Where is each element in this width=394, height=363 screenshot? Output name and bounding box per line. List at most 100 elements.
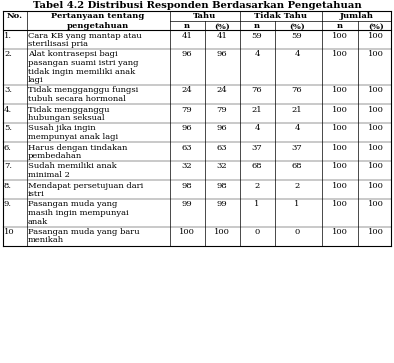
Text: Harus dengan tindakan: Harus dengan tindakan: [28, 143, 127, 151]
Text: 100: 100: [214, 228, 230, 236]
Text: 100: 100: [332, 106, 348, 114]
Text: 4.: 4.: [4, 106, 12, 114]
Text: 2: 2: [294, 182, 299, 189]
Text: 100: 100: [368, 50, 384, 58]
Text: istri: istri: [28, 190, 45, 198]
Text: 59: 59: [292, 32, 302, 40]
Text: n: n: [337, 23, 343, 30]
Text: 100: 100: [332, 50, 348, 58]
Text: Pasangan muda yang baru: Pasangan muda yang baru: [28, 228, 139, 236]
Text: n: n: [254, 23, 260, 30]
Text: 79: 79: [217, 106, 227, 114]
Text: (%): (%): [289, 23, 305, 30]
Text: 100: 100: [368, 182, 384, 189]
Text: 96: 96: [217, 50, 227, 58]
Text: No.: No.: [7, 12, 23, 20]
Text: Tidak mengganggu fungsi: Tidak mengganggu fungsi: [28, 86, 138, 94]
Text: 99: 99: [182, 200, 192, 208]
Text: 100: 100: [368, 86, 384, 94]
Text: 4: 4: [294, 50, 300, 58]
Text: 76: 76: [252, 86, 262, 94]
Text: Tahu: Tahu: [193, 12, 217, 20]
Text: 2: 2: [255, 182, 260, 189]
Text: 0: 0: [255, 228, 260, 236]
Text: 32: 32: [217, 163, 227, 171]
Text: 100: 100: [368, 143, 384, 151]
Text: 1: 1: [254, 200, 260, 208]
Text: 7.: 7.: [4, 163, 12, 171]
Text: 6.: 6.: [4, 143, 12, 151]
Text: 98: 98: [217, 182, 227, 189]
Text: Cara KB yang mantap atau: Cara KB yang mantap atau: [28, 32, 142, 40]
Text: 1.: 1.: [4, 32, 12, 40]
Text: anak: anak: [28, 217, 48, 225]
Text: 100: 100: [332, 200, 348, 208]
Text: 2.: 2.: [4, 50, 12, 58]
Text: pasangan suami istri yang: pasangan suami istri yang: [28, 59, 139, 67]
Text: 8.: 8.: [4, 182, 12, 189]
Text: pembedahan: pembedahan: [28, 152, 82, 160]
Text: 100: 100: [332, 32, 348, 40]
Text: 63: 63: [182, 143, 192, 151]
Text: minimal 2: minimal 2: [28, 171, 70, 179]
Text: tubuh secara hormonal: tubuh secara hormonal: [28, 95, 126, 103]
Text: 76: 76: [292, 86, 302, 94]
Text: (%): (%): [214, 23, 230, 30]
Text: Tidak Tahu: Tidak Tahu: [255, 12, 307, 20]
Text: Tabel 4.2 Distribusi Responden Berdasarkan Pengetahuan: Tabel 4.2 Distribusi Responden Berdasark…: [33, 1, 361, 10]
Text: Jumlah: Jumlah: [340, 12, 374, 20]
Text: 100: 100: [332, 143, 348, 151]
Text: 100: 100: [332, 228, 348, 236]
Text: lagi: lagi: [28, 76, 44, 84]
Text: 100: 100: [332, 86, 348, 94]
Text: 4: 4: [294, 125, 300, 132]
Text: 24: 24: [217, 86, 227, 94]
Text: 100: 100: [368, 228, 384, 236]
Text: tidak ingin memiliki anak: tidak ingin memiliki anak: [28, 68, 135, 76]
Text: 21: 21: [252, 106, 262, 114]
Text: 96: 96: [217, 125, 227, 132]
Text: 100: 100: [332, 163, 348, 171]
Text: hubungan seksual: hubungan seksual: [28, 114, 105, 122]
Text: 41: 41: [182, 32, 192, 40]
Text: mempunyai anak lagi: mempunyai anak lagi: [28, 133, 118, 141]
Text: Mendapat persetujuan dari: Mendapat persetujuan dari: [28, 182, 143, 189]
Text: 99: 99: [217, 200, 227, 208]
Text: Sudah memiliki anak: Sudah memiliki anak: [28, 163, 117, 171]
Text: 4: 4: [254, 125, 260, 132]
Text: Pasangan muda yang: Pasangan muda yang: [28, 200, 117, 208]
Text: 9.: 9.: [4, 200, 12, 208]
Text: 100: 100: [368, 125, 384, 132]
Text: 96: 96: [182, 50, 192, 58]
Text: Susah jika ingin: Susah jika ingin: [28, 125, 96, 132]
Text: 63: 63: [217, 143, 227, 151]
Text: 10: 10: [4, 228, 15, 236]
Text: 3.: 3.: [4, 86, 12, 94]
Text: 41: 41: [217, 32, 227, 40]
Text: menikah: menikah: [28, 237, 64, 245]
Text: 24: 24: [182, 86, 192, 94]
Text: 100: 100: [368, 32, 384, 40]
Text: 100: 100: [368, 200, 384, 208]
Text: 100: 100: [179, 228, 195, 236]
Text: 37: 37: [252, 143, 262, 151]
Text: 100: 100: [332, 182, 348, 189]
Text: 5.: 5.: [4, 125, 12, 132]
Text: 100: 100: [368, 106, 384, 114]
Text: 1: 1: [294, 200, 300, 208]
Text: Pertanyaan tentang
pengetahuan: Pertanyaan tentang pengetahuan: [51, 12, 145, 30]
Text: 96: 96: [182, 125, 192, 132]
Text: masih ingin mempunyai: masih ingin mempunyai: [28, 209, 128, 217]
Text: (%): (%): [368, 23, 384, 30]
Text: 4: 4: [254, 50, 260, 58]
Text: 37: 37: [292, 143, 302, 151]
Text: Tidak mengganggu: Tidak mengganggu: [28, 106, 110, 114]
Text: 59: 59: [252, 32, 262, 40]
Text: 32: 32: [182, 163, 192, 171]
Text: 79: 79: [182, 106, 192, 114]
Text: 68: 68: [252, 163, 262, 171]
Text: 21: 21: [292, 106, 302, 114]
Text: 68: 68: [292, 163, 302, 171]
Text: 100: 100: [332, 125, 348, 132]
Text: 98: 98: [182, 182, 192, 189]
